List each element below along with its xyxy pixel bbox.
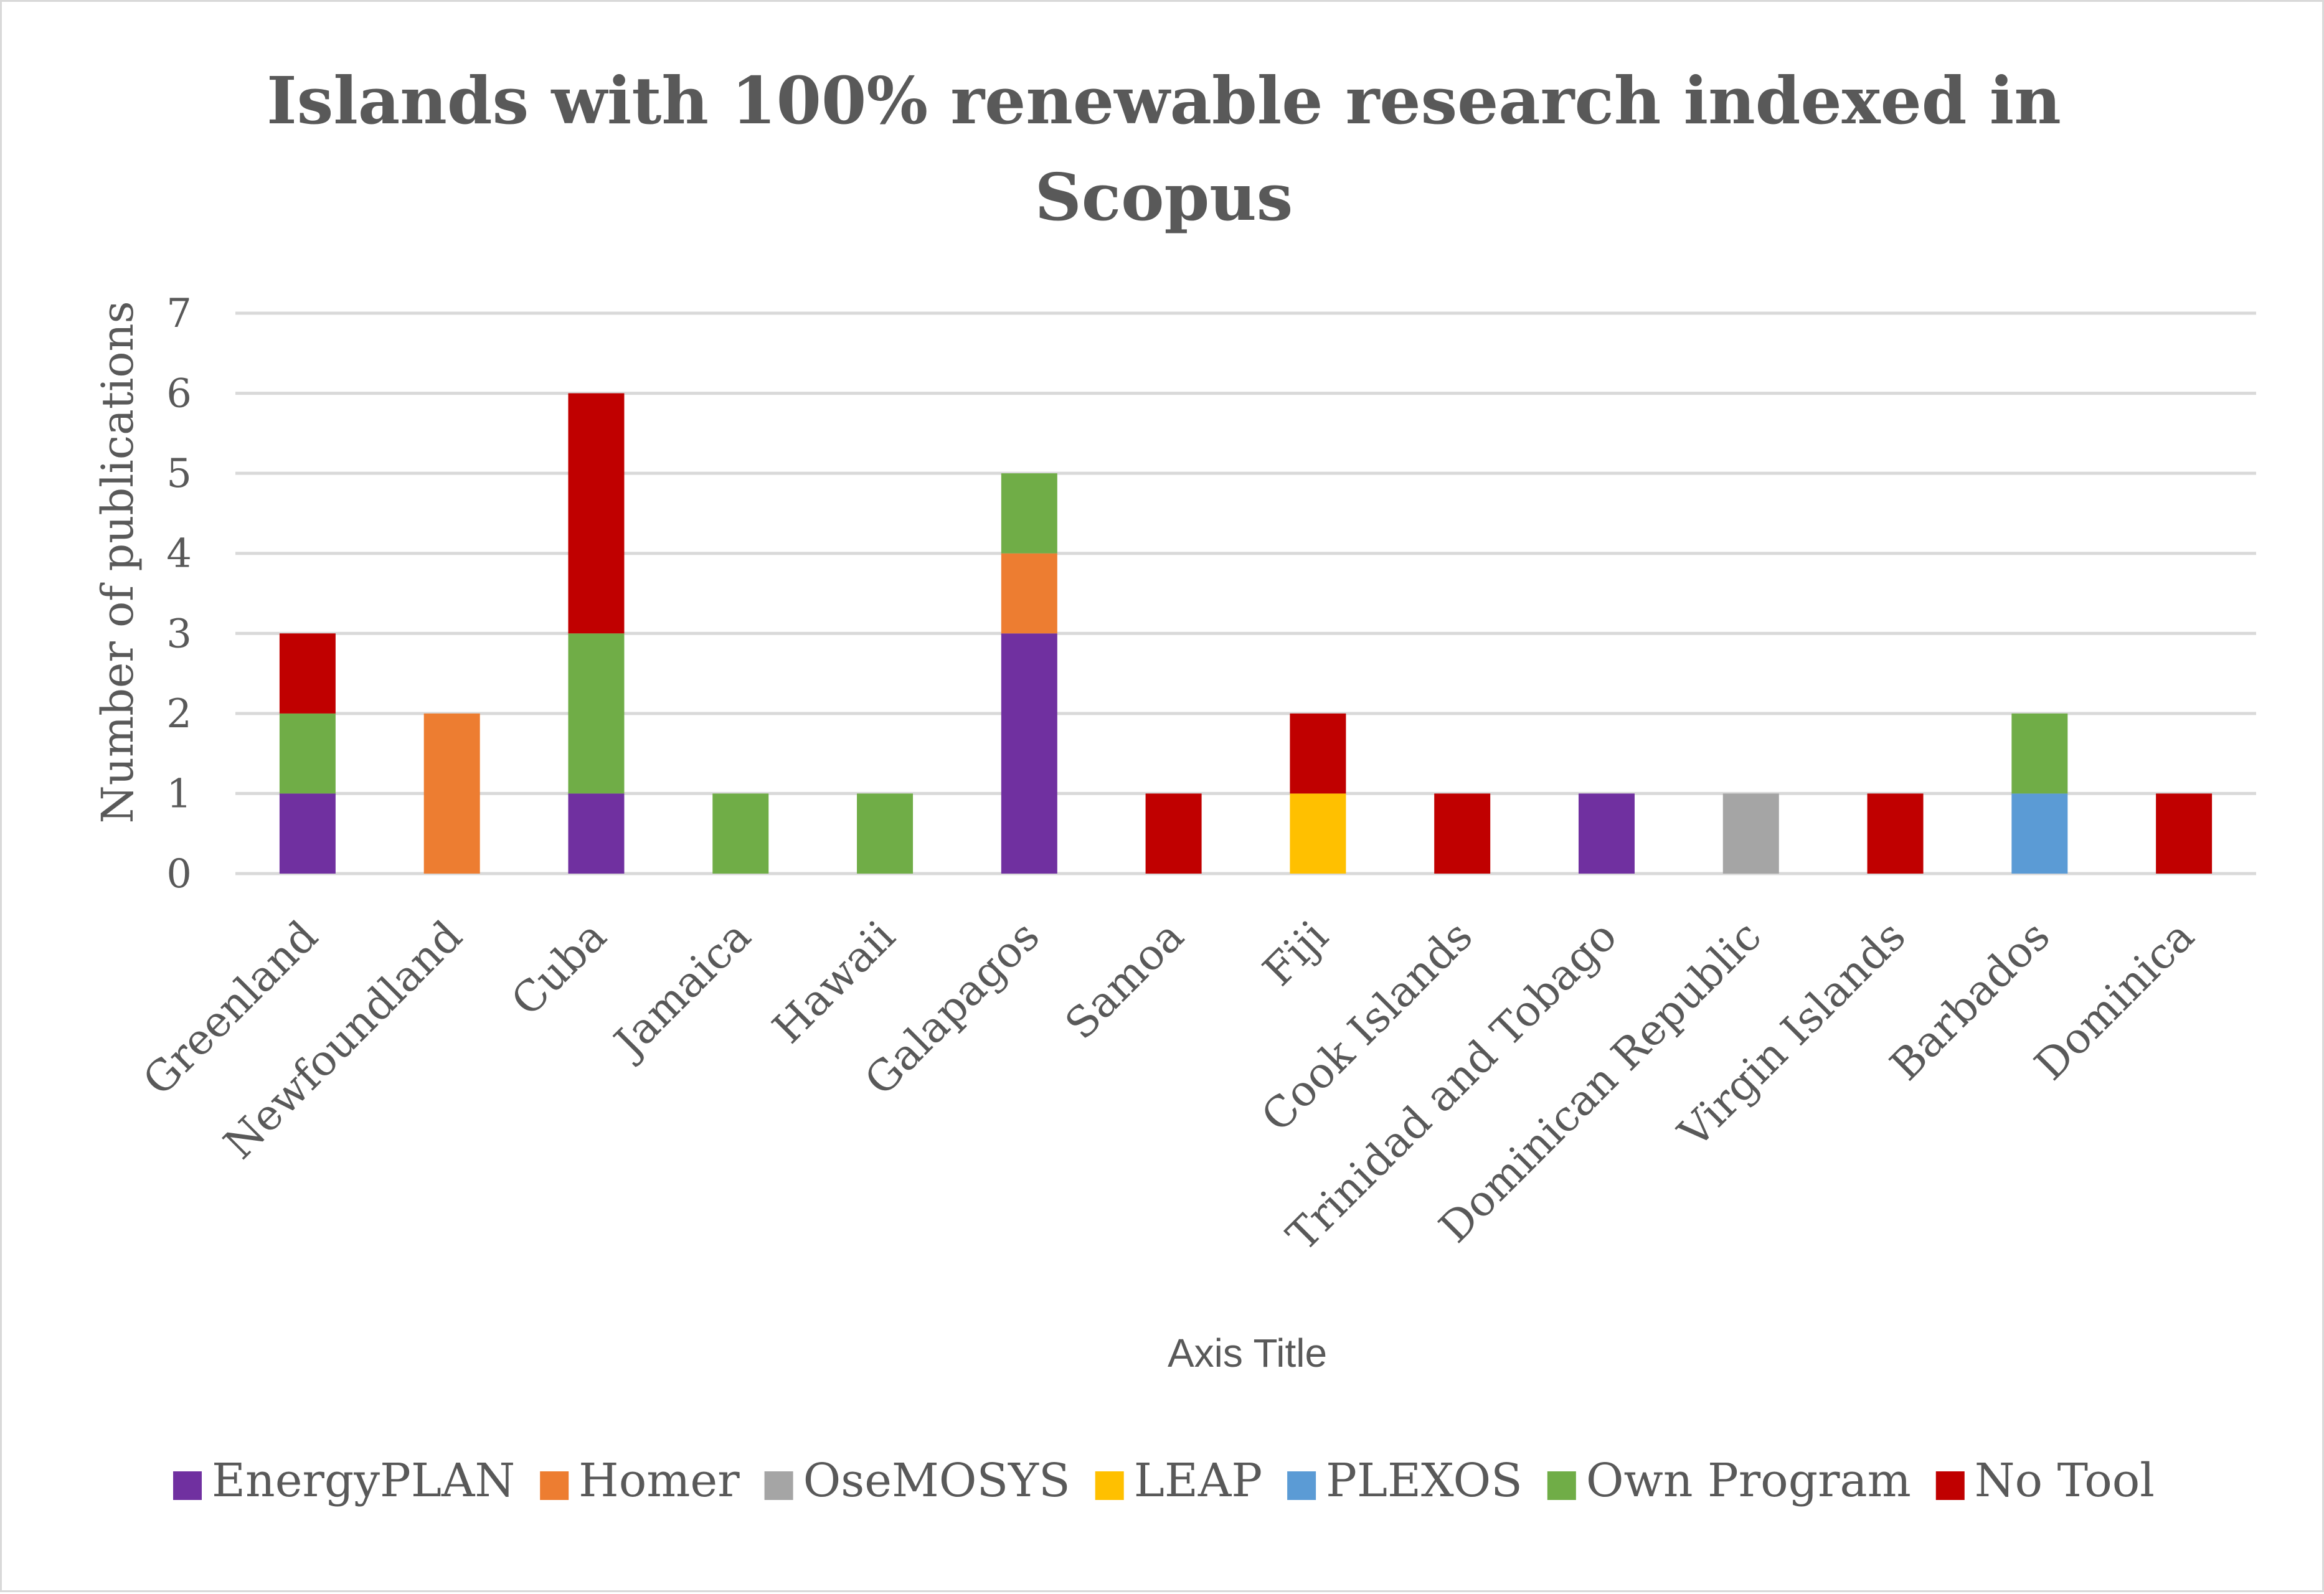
- bar-segment: [712, 793, 769, 874]
- bar-segment: [568, 393, 625, 634]
- bar-segment: [1001, 633, 1057, 874]
- legend-item: PLEXOS: [1287, 1454, 1523, 1507]
- legend-item: LEAP: [1095, 1454, 1262, 1507]
- bar-segment: [2156, 793, 2213, 874]
- x-category-label: Hawaii: [763, 912, 905, 1053]
- chart-title-line-1: Islands with 100% renewable research ind…: [267, 62, 2061, 139]
- y-tick-label: 6: [166, 371, 192, 417]
- bar-segment: [1578, 793, 1635, 874]
- legend-item: OseMOSYS: [764, 1454, 1070, 1507]
- y-tick-label: 1: [166, 771, 192, 817]
- bar-segment: [1145, 793, 1202, 874]
- bar-segment: [2011, 793, 2068, 874]
- legend-item: EnergyPLAN: [173, 1454, 515, 1507]
- x-category-label: Dominica: [2026, 912, 2204, 1090]
- x-category-label: Barbados: [1881, 912, 2060, 1090]
- x-category-label: Fiji: [1254, 912, 1338, 996]
- bar-segment: [423, 713, 480, 874]
- x-category-label: Samoa: [1056, 912, 1194, 1049]
- legend-label: EnergyPLAN: [212, 1454, 515, 1507]
- legend-label: LEAP: [1134, 1454, 1262, 1507]
- x-axis-title: Axis Title: [1168, 1331, 1327, 1375]
- legend-swatch: [173, 1471, 202, 1500]
- legend-label: OseMOSYS: [803, 1454, 1070, 1507]
- bar-segment: [568, 633, 625, 794]
- bar-segment: [1001, 553, 1057, 634]
- legend-item: Homer: [540, 1454, 740, 1507]
- legend-swatch: [1095, 1471, 1124, 1500]
- y-tick-label: 4: [166, 531, 192, 577]
- legend-swatch: [1287, 1471, 1316, 1500]
- y-axis-title: Number of publications: [92, 301, 143, 823]
- bar-segment: [1722, 793, 1779, 874]
- bar-segment: [279, 633, 336, 714]
- legend-label: No Tool: [1975, 1454, 2155, 1507]
- y-tick-label: 7: [166, 291, 192, 337]
- chart-title-line-2: Scopus: [1035, 159, 1293, 235]
- bar-segment: [279, 713, 336, 794]
- y-tick-label: 5: [166, 451, 192, 497]
- legend-swatch: [1935, 1471, 1965, 1500]
- bar-segment: [1867, 793, 1924, 874]
- bars: [279, 393, 2213, 874]
- bar-segment: [1290, 713, 1346, 794]
- bar-segment: [568, 793, 625, 874]
- legend-swatch: [1547, 1471, 1576, 1500]
- bar-segment: [1434, 793, 1491, 874]
- y-axis-ticks: 0 1 2 3 4 5 6 7: [166, 291, 192, 897]
- bar-segment: [2011, 713, 2068, 794]
- x-category-label: Jamaica: [603, 912, 760, 1069]
- y-tick-label: 0: [166, 851, 192, 897]
- legend-swatch: [540, 1471, 569, 1500]
- legend-item: Own Program: [1547, 1454, 1911, 1507]
- bar-segment: [857, 793, 914, 874]
- gridlines: [235, 311, 2256, 875]
- bar-segment: [279, 793, 336, 874]
- y-tick-label: 2: [166, 691, 192, 737]
- legend: EnergyPLAN Homer OseMOSYS LEAP PLEXOS Own Pro…: [173, 1454, 2155, 1507]
- legend-label: Homer: [579, 1454, 740, 1507]
- y-tick-label: 3: [166, 611, 192, 657]
- legend-item: No Tool: [1935, 1454, 2155, 1507]
- bar-segment: [1001, 473, 1057, 554]
- bar-segment: [1290, 793, 1346, 874]
- legend-label: PLEXOS: [1326, 1454, 1523, 1507]
- legend-label: Own Program: [1586, 1454, 1911, 1507]
- legend-swatch: [764, 1471, 793, 1500]
- x-category-label: Cuba: [502, 912, 616, 1026]
